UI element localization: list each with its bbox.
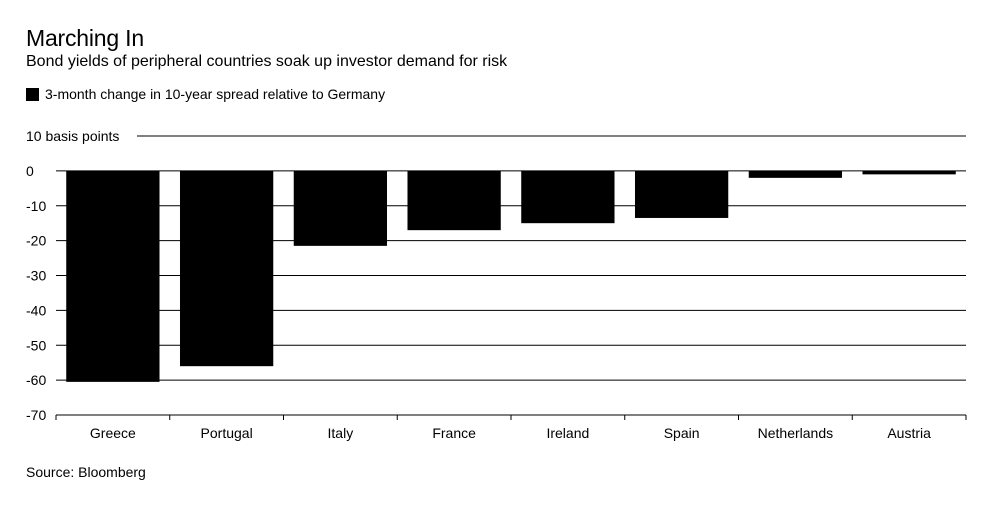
x-tick-label: Ireland <box>546 425 589 441</box>
bar-spain <box>634 170 729 218</box>
bar-ireland <box>521 170 615 224</box>
bar-italy <box>293 170 388 246</box>
bar-greece <box>66 170 160 382</box>
bar-austria <box>862 170 956 175</box>
x-tick-label: Spain <box>664 425 700 441</box>
x-tick-label: France <box>432 425 476 441</box>
y-tick-label: -40 <box>26 302 46 318</box>
x-tick-label: Austria <box>887 425 931 441</box>
y-tick-label: -10 <box>26 198 46 214</box>
legend-label: 3-month change in 10-year spread relativ… <box>45 86 386 102</box>
x-tick-label: Italy <box>328 425 354 441</box>
legend-swatch <box>26 87 39 101</box>
bar-france <box>407 170 501 231</box>
y-axis-ticks: 10 basis points 0 -10 -20 -30 -40 -50 -60 -70 <box>26 128 119 423</box>
y-tick-label: -30 <box>26 268 46 284</box>
y-tick-label: 10 basis points <box>26 128 119 144</box>
legend: 3-month change in 10-year spread relativ… <box>26 85 385 103</box>
bars <box>66 170 956 382</box>
chart-title: Marching In <box>26 25 144 51</box>
y-tick-label: -50 <box>26 337 46 353</box>
source-note: Source: Bloomberg <box>26 464 146 480</box>
y-tick-label: -60 <box>26 372 46 388</box>
bar-netherlands <box>748 170 843 178</box>
x-axis-ticks: Greece Portugal Italy France Ireland Spain Net… <box>55 415 967 441</box>
x-tick-label: Portugal <box>201 425 253 441</box>
chart-subtitle: Bond yields of peripheral countries soak… <box>26 53 508 70</box>
bar-portugal <box>179 170 274 367</box>
x-tick-label: Greece <box>90 425 136 441</box>
y-tick-label: -70 <box>26 407 46 423</box>
x-tick-label: Netherlands <box>758 425 834 441</box>
y-tick-label: 0 <box>26 163 34 179</box>
y-tick-label: -20 <box>26 233 46 249</box>
